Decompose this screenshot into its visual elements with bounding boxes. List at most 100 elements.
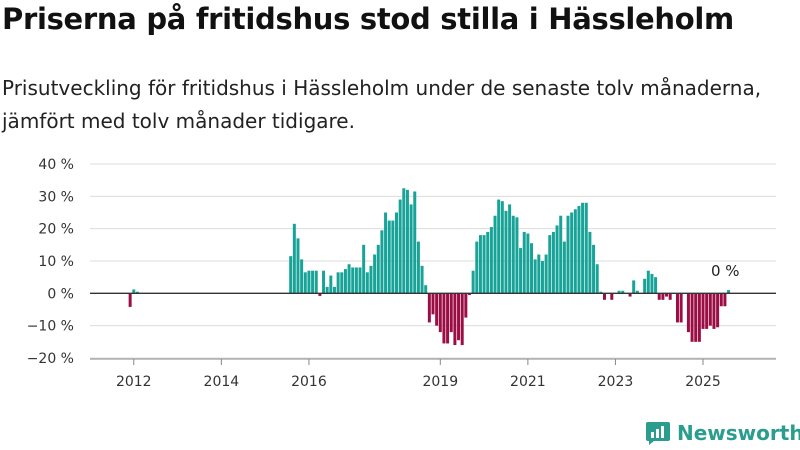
bar <box>446 293 450 344</box>
bar <box>650 273 654 294</box>
bar <box>311 270 315 294</box>
bar <box>701 293 705 329</box>
annotation-label: 0 % <box>711 262 740 280</box>
x-tick-label: 2012 <box>116 374 152 390</box>
bar <box>566 215 570 294</box>
y-tick-label: 30 % <box>38 189 74 205</box>
bar <box>405 189 409 294</box>
bar <box>526 233 530 294</box>
bar <box>307 270 311 294</box>
bars <box>128 188 731 346</box>
bar <box>354 267 358 294</box>
bar <box>453 293 457 346</box>
bar <box>577 206 581 294</box>
bar <box>358 267 362 294</box>
bar <box>489 227 493 294</box>
bar <box>424 285 428 294</box>
bar <box>395 212 398 294</box>
bar <box>584 202 588 294</box>
bar <box>617 290 621 294</box>
bar <box>548 235 552 294</box>
bar <box>482 235 486 294</box>
bar <box>610 293 614 300</box>
bar <box>373 254 377 294</box>
bar <box>661 293 665 300</box>
bar <box>504 210 508 294</box>
bar <box>343 269 347 294</box>
bar <box>654 277 658 294</box>
bar <box>329 275 333 294</box>
bar <box>537 254 541 294</box>
bar <box>289 256 293 294</box>
bar <box>727 290 731 294</box>
bar <box>632 280 636 294</box>
bar <box>457 293 461 341</box>
bar <box>376 244 380 294</box>
bar <box>135 291 139 294</box>
bar <box>592 244 596 294</box>
bar <box>588 231 592 294</box>
bar <box>416 241 420 294</box>
bar <box>646 270 650 294</box>
bar <box>723 293 727 307</box>
bar <box>336 272 340 294</box>
bar <box>128 293 132 307</box>
bar <box>464 293 468 318</box>
bar <box>384 212 388 294</box>
bar <box>719 293 723 307</box>
bar <box>595 264 599 294</box>
bar <box>559 215 563 294</box>
bar <box>497 199 501 294</box>
bar <box>621 290 625 294</box>
bar <box>643 278 647 294</box>
bar <box>500 201 504 294</box>
bar <box>292 223 296 294</box>
bar <box>362 244 366 294</box>
bar <box>431 293 435 315</box>
x-tick-label: 2019 <box>422 374 458 390</box>
bar <box>573 209 577 294</box>
x-tick-label: 2021 <box>510 374 546 390</box>
bar <box>515 217 519 294</box>
bar <box>603 293 606 300</box>
bar <box>318 293 322 296</box>
bar <box>705 293 709 329</box>
bar <box>511 215 515 294</box>
bar <box>668 293 672 300</box>
bar <box>599 291 603 294</box>
bar <box>486 231 490 294</box>
bar <box>708 293 712 326</box>
bar <box>380 230 384 294</box>
bar <box>303 272 307 294</box>
bar <box>562 241 566 294</box>
y-tick-label: 20 % <box>38 222 74 238</box>
bar <box>420 265 424 294</box>
bar <box>438 293 442 333</box>
bar <box>435 293 439 326</box>
bar <box>449 293 453 333</box>
chart-subtitle: Prisutveckling för fritidshus i Hässleho… <box>2 76 762 133</box>
y-tick-label: −20 % <box>27 351 74 367</box>
bar <box>322 270 326 294</box>
bar <box>467 293 471 295</box>
bar <box>442 293 446 344</box>
bar <box>635 290 639 294</box>
bar <box>347 264 351 294</box>
bar <box>409 204 413 294</box>
bar <box>555 225 559 294</box>
axes: −20 % −10 % 0 % 10 % 20 % 30 % 40 % 2012 2014 201… <box>27 157 776 390</box>
bar <box>493 215 497 294</box>
bar <box>581 202 585 294</box>
bar <box>544 254 548 294</box>
bar <box>132 289 136 294</box>
bar <box>697 293 701 342</box>
grid-lines <box>90 163 776 359</box>
bar <box>530 243 534 294</box>
x-tick-label: 2014 <box>204 374 240 390</box>
bar <box>398 199 402 294</box>
bar <box>657 293 661 300</box>
bar <box>475 241 479 294</box>
bar <box>413 191 417 294</box>
brand-name: Newsworthy <box>677 421 800 445</box>
